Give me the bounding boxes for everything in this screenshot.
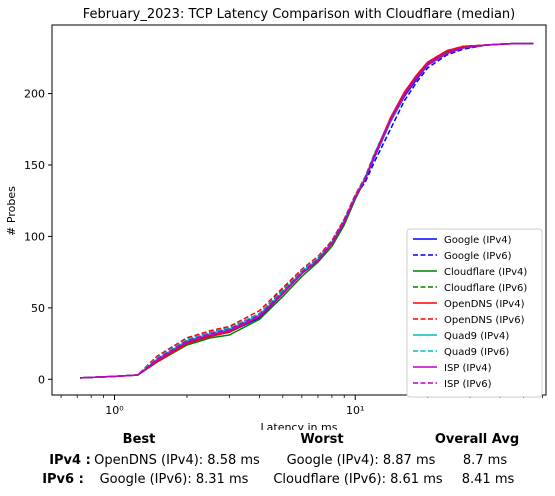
series-line-2 <box>80 42 534 379</box>
legend-label-2: Cloudflare (IPv4) <box>444 267 527 278</box>
x-tick-label: 10⁰ <box>105 404 124 417</box>
axes-frame <box>51 24 547 396</box>
summary-ipv6-avg: 8.41 ms <box>461 472 515 487</box>
legend-label-0: Google (IPv4) <box>444 235 512 246</box>
legend-label-8: ISP (IPv4) <box>444 363 492 374</box>
y-tick-label: 50 <box>31 302 45 315</box>
summary-ipv4-best: OpenDNS (IPv4): 8.58 ms <box>94 453 260 468</box>
legend-label-4: OpenDNS (IPv4) <box>444 299 525 310</box>
y-tick-label: 100 <box>24 230 45 243</box>
y-tick-label: 200 <box>24 88 45 101</box>
y-axis-label: # Probes <box>5 186 18 236</box>
summary-ipv4-worst: Google (IPv4): 8.87 ms <box>286 453 436 468</box>
summary-header-worst: Worst <box>300 432 344 447</box>
latency-chart: February_2023: TCP Latency Comparison wi… <box>5 7 547 430</box>
legend-frame <box>406 228 543 398</box>
legend-label-6: Quad9 (IPv4) <box>444 331 509 342</box>
chart-legend: Google (IPv4) Google (IPv6) Cloudflare (IP… <box>406 228 543 398</box>
chart-title: February_2023: TCP Latency Comparison wi… <box>83 7 515 22</box>
summary-row-ipv4-label: IPv4 : <box>49 453 91 468</box>
legend-label-3: Cloudflare (IPv6) <box>444 283 527 294</box>
summary-ipv4-avg: 8.7 ms <box>462 453 508 468</box>
plot-area: 0 50 100 150 200 10⁰ 10¹ <box>24 24 547 417</box>
legend-label-9: ISP (IPv6) <box>444 379 492 390</box>
summary-header-best: Best <box>122 432 156 447</box>
x-axis-label: Latency in ms <box>261 421 338 430</box>
legend-label-1: Google (IPv6) <box>444 251 512 262</box>
summary-ipv6-best: Google (IPv6): 8.31 ms <box>99 472 249 487</box>
x-tick-label: 10¹ <box>346 404 364 417</box>
latency-summary: Best Worst Overall Avg IPv4 : OpenDNS (I… <box>0 430 555 496</box>
y-tick-label: 150 <box>24 159 45 172</box>
summary-row-ipv6-label: IPv6 : <box>42 472 84 487</box>
y-tick-label: 0 <box>38 373 45 386</box>
series-line-9 <box>80 42 534 379</box>
summary-ipv6-worst: Cloudflare (IPv6): 8.61 ms <box>273 472 443 487</box>
series-line-8 <box>80 42 534 379</box>
summary-header-avg: Overall Avg <box>434 432 520 447</box>
legend-label-5: OpenDNS (IPv6) <box>444 315 525 326</box>
legend-label-7: Quad9 (IPv6) <box>444 347 509 358</box>
